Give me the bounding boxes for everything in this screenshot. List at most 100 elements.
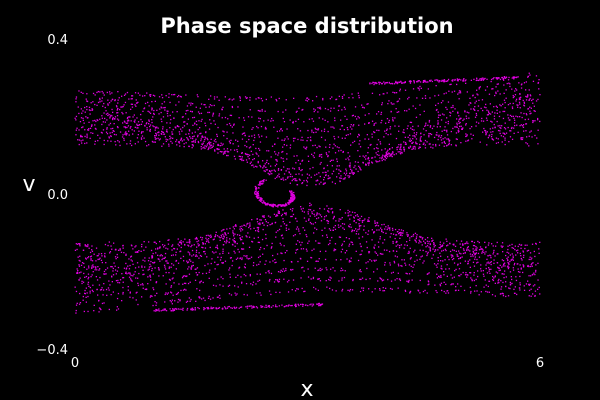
- scatter-point: [287, 305, 289, 307]
- scatter-point: [267, 222, 269, 224]
- scatter-point: [190, 104, 192, 106]
- scatter-point: [84, 135, 86, 138]
- scatter-point: [357, 259, 360, 262]
- scatter-point: [211, 146, 213, 148]
- scatter-point: [407, 281, 409, 283]
- scatter-point: [386, 92, 388, 94]
- scatter-point: [483, 275, 485, 277]
- scatter-point: [216, 235, 219, 237]
- scatter-point: [317, 107, 319, 109]
- scatter-point: [92, 284, 94, 286]
- scatter-point: [232, 226, 234, 228]
- scatter-point: [255, 98, 257, 100]
- scatter-point: [243, 117, 245, 119]
- scatter-point: [374, 220, 376, 222]
- scatter-point: [243, 266, 246, 268]
- scatter-point: [331, 181, 334, 183]
- scatter-point: [332, 229, 334, 231]
- scatter-point: [291, 179, 293, 182]
- scatter-point: [397, 100, 399, 102]
- scatter-point: [207, 111, 209, 114]
- scatter-point: [268, 272, 270, 274]
- scatter-point: [537, 82, 539, 84]
- scatter-point: [476, 93, 478, 95]
- scatter-point: [226, 137, 228, 140]
- scatter-point: [462, 80, 464, 82]
- scatter-point: [429, 97, 431, 99]
- scatter-point: [210, 236, 212, 238]
- scatter-point: [405, 272, 407, 274]
- scatter-point: [437, 249, 439, 251]
- scatter-point: [309, 205, 311, 207]
- scatter-point: [333, 215, 335, 218]
- scatter-point: [175, 251, 177, 253]
- scatter-point: [455, 286, 457, 288]
- scatter-point: [201, 143, 203, 145]
- scatter-point: [307, 276, 310, 278]
- scatter-point: [342, 269, 344, 271]
- scatter-point: [299, 179, 301, 181]
- scatter-point: [486, 119, 488, 121]
- scatter-point: [508, 287, 510, 289]
- scatter-point: [450, 83, 452, 85]
- scatter-point: [286, 177, 289, 179]
- scatter-point: [310, 139, 312, 142]
- scatter-point: [463, 78, 465, 80]
- scatter-point: [504, 139, 506, 141]
- scatter-point: [134, 92, 137, 94]
- scatter-point: [316, 303, 318, 305]
- scatter-point: [375, 81, 377, 84]
- scatter-point: [283, 278, 285, 280]
- scatter-point: [261, 222, 264, 224]
- scatter-point: [522, 250, 524, 252]
- scatter-point: [167, 115, 169, 117]
- scatter-point: [353, 140, 356, 142]
- scatter-point: [207, 139, 209, 141]
- scatter-point: [350, 144, 352, 146]
- scatter-point: [344, 108, 346, 110]
- scatter-point: [503, 127, 506, 129]
- scatter-point: [202, 247, 204, 249]
- scatter-point: [233, 124, 235, 126]
- scatter-point: [245, 306, 247, 308]
- scatter-point: [140, 137, 143, 139]
- scatter-point: [429, 248, 431, 250]
- scatter-point: [397, 151, 399, 153]
- scatter-point: [154, 310, 157, 312]
- scatter-point: [348, 259, 351, 262]
- scatter-point: [136, 127, 138, 129]
- scatter-point: [221, 117, 223, 119]
- scatter-point: [335, 259, 337, 261]
- scatter-point: [435, 145, 437, 147]
- scatter-point: [322, 99, 324, 101]
- scatter-point: [275, 231, 277, 233]
- scatter-point: [142, 110, 144, 112]
- scatter-point: [192, 261, 194, 264]
- scatter-point: [406, 232, 408, 234]
- scatter-point: [122, 134, 124, 136]
- scatter-point: [517, 116, 519, 118]
- scatter-point: [140, 123, 143, 125]
- scatter-point: [133, 114, 135, 116]
- scatter-point: [310, 176, 312, 178]
- scatter-point: [176, 248, 178, 250]
- scatter-point: [485, 133, 487, 135]
- scatter-point: [200, 146, 202, 148]
- scatter-point: [249, 274, 251, 276]
- scatter-point: [418, 89, 420, 91]
- scatter-point: [332, 211, 334, 213]
- scatter-point: [229, 257, 232, 259]
- scatter-point: [266, 169, 269, 171]
- scatter-point: [82, 295, 84, 298]
- scatter-point: [216, 264, 218, 266]
- scatter-point: [245, 225, 247, 227]
- scatter-point: [387, 103, 389, 105]
- scatter-point: [368, 162, 370, 164]
- scatter-point: [450, 112, 452, 114]
- scatter-point: [368, 288, 370, 290]
- scatter-point: [163, 264, 166, 266]
- scatter-point: [185, 110, 187, 112]
- scatter-point: [95, 247, 98, 249]
- scatter-point: [314, 127, 316, 129]
- scatter-point: [223, 152, 225, 154]
